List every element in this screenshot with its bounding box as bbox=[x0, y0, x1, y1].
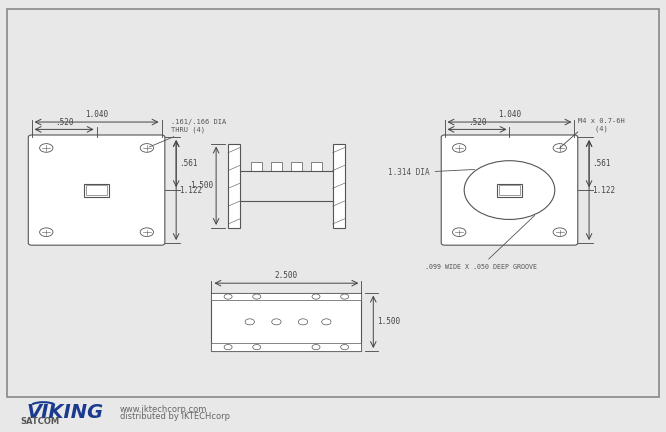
Circle shape bbox=[553, 143, 566, 152]
Text: .099 WIDE X .050 DEEP GROOVE: .099 WIDE X .050 DEEP GROOVE bbox=[425, 216, 537, 270]
Text: 1.040: 1.040 bbox=[85, 110, 108, 118]
Bar bbox=[332, 143, 345, 228]
Circle shape bbox=[453, 143, 466, 152]
Bar bbox=[497, 184, 522, 197]
Bar bbox=[311, 162, 322, 171]
Bar bbox=[84, 184, 109, 197]
Circle shape bbox=[312, 294, 320, 299]
Bar bbox=[212, 343, 361, 351]
Text: 1.500: 1.500 bbox=[190, 181, 213, 190]
Circle shape bbox=[39, 143, 53, 152]
Text: SATCOM: SATCOM bbox=[21, 417, 59, 426]
Circle shape bbox=[272, 319, 281, 325]
Circle shape bbox=[340, 345, 349, 350]
Text: www.iktechcorp.com: www.iktechcorp.com bbox=[120, 405, 207, 414]
Bar bbox=[86, 185, 107, 195]
Bar bbox=[251, 162, 262, 171]
Text: 1.314 DIA: 1.314 DIA bbox=[388, 168, 475, 177]
FancyBboxPatch shape bbox=[441, 135, 577, 245]
Bar bbox=[212, 293, 361, 301]
Text: .520: .520 bbox=[55, 118, 73, 127]
Circle shape bbox=[453, 228, 466, 236]
Circle shape bbox=[39, 228, 53, 236]
Circle shape bbox=[553, 228, 566, 236]
Bar bbox=[499, 185, 520, 195]
Bar bbox=[228, 143, 240, 228]
Text: .561: .561 bbox=[593, 159, 611, 168]
Text: .520: .520 bbox=[468, 118, 486, 127]
Bar bbox=[212, 293, 361, 351]
Circle shape bbox=[245, 319, 254, 325]
Text: distributed by IKTECHcorp: distributed by IKTECHcorp bbox=[120, 412, 230, 421]
FancyBboxPatch shape bbox=[28, 135, 165, 245]
Text: .561: .561 bbox=[180, 159, 198, 168]
Text: 1.040: 1.040 bbox=[498, 110, 521, 118]
Circle shape bbox=[252, 345, 260, 350]
Circle shape bbox=[252, 294, 260, 299]
Text: 1.122: 1.122 bbox=[593, 186, 615, 194]
Circle shape bbox=[224, 345, 232, 350]
Text: M4 x 0.7-6H
    (4): M4 x 0.7-6H (4) bbox=[577, 118, 625, 132]
Bar bbox=[271, 162, 282, 171]
Bar bbox=[291, 162, 302, 171]
Circle shape bbox=[141, 228, 153, 236]
Circle shape bbox=[340, 294, 349, 299]
Text: 2.500: 2.500 bbox=[275, 271, 298, 280]
Circle shape bbox=[464, 161, 555, 219]
Circle shape bbox=[224, 294, 232, 299]
Circle shape bbox=[322, 319, 331, 325]
Text: .161/.166 DIA
THRU (4): .161/.166 DIA THRU (4) bbox=[149, 119, 226, 147]
Text: 1.122: 1.122 bbox=[180, 186, 202, 194]
Circle shape bbox=[141, 143, 153, 152]
Circle shape bbox=[298, 319, 308, 325]
Circle shape bbox=[312, 345, 320, 350]
Text: VIKING: VIKING bbox=[27, 403, 104, 422]
Text: 1.500: 1.500 bbox=[377, 318, 400, 326]
